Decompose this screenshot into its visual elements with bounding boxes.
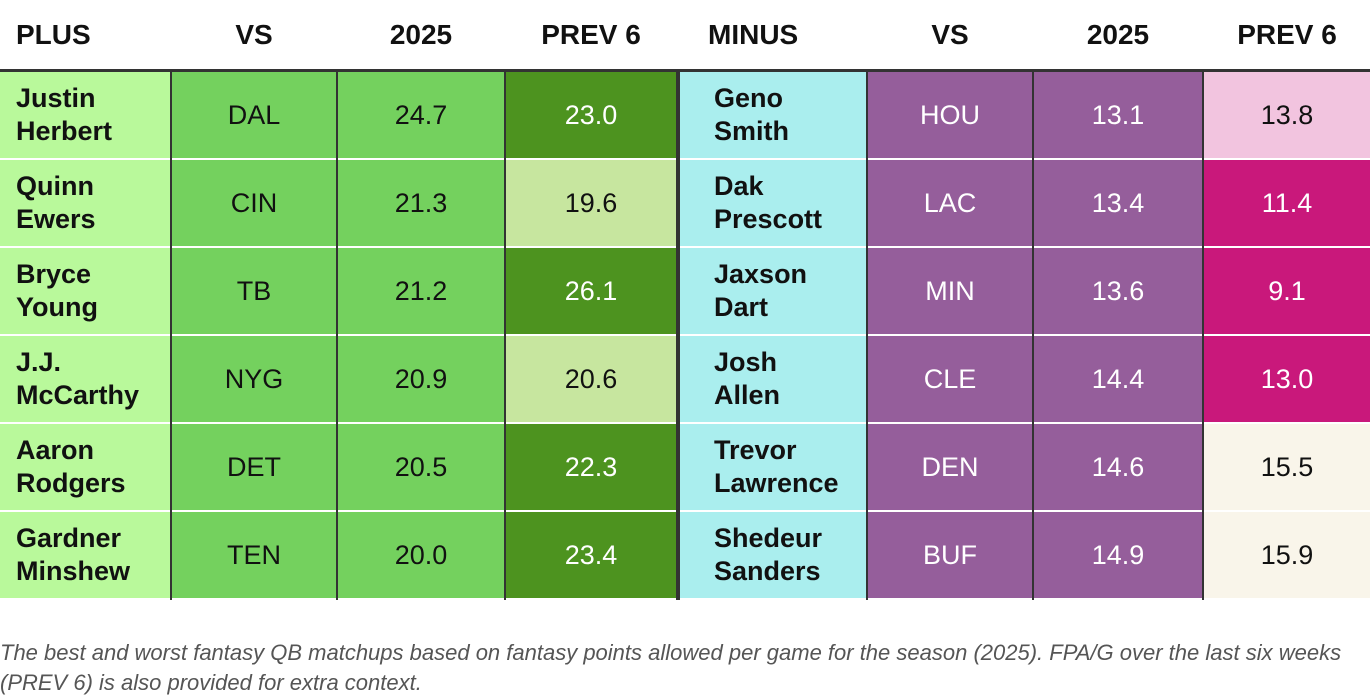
plus-2025-value: 20.0 — [338, 512, 504, 598]
plus-opponent: DET — [172, 424, 336, 510]
header-minus-vs: VS — [931, 19, 969, 50]
plus-prev6-value: 23.4 — [506, 512, 676, 598]
plus-opponent: TEN — [172, 512, 336, 598]
minus-player-name: Shedeur Sanders — [680, 512, 866, 598]
plus-2025-value: 20.9 — [338, 336, 504, 422]
minus-player-name: Dak Prescott — [680, 160, 866, 246]
plus-player-name: Quinn Ewers — [0, 160, 170, 246]
minus-2025-value: 13.1 — [1034, 72, 1202, 158]
minus-2025-value: 14.9 — [1034, 512, 1202, 598]
minus-2025-value: 13.4 — [1034, 160, 1202, 246]
minus-opponent: BUF — [868, 512, 1032, 598]
minus-2025-value: 13.6 — [1034, 248, 1202, 334]
header-plus-prev6: PREV 6 — [541, 19, 641, 50]
column-separator — [170, 72, 172, 600]
minus-opponent: LAC — [868, 160, 1032, 246]
minus-prev6-value: 13.8 — [1204, 72, 1370, 158]
minus-2025-value: 14.4 — [1034, 336, 1202, 422]
plus-opponent: NYG — [172, 336, 336, 422]
minus-2025-value: 14.6 — [1034, 424, 1202, 510]
column-separator — [866, 72, 868, 600]
minus-prev6-value: 15.5 — [1204, 424, 1370, 510]
header-divider — [0, 69, 1370, 72]
minus-prev6-value: 9.1 — [1204, 248, 1370, 334]
minus-player-name: Jaxson Dart — [680, 248, 866, 334]
minus-prev6-value: 13.0 — [1204, 336, 1370, 422]
plus-2025-value: 21.3 — [338, 160, 504, 246]
matchup-table: Justin Herbert DAL 24.7 23.0 Quinn Ewers CIN 21.… — [0, 72, 1370, 600]
plus-player-name: Aaron Rodgers — [0, 424, 170, 510]
plus-2025-value: 20.5 — [338, 424, 504, 510]
plus-opponent: CIN — [172, 160, 336, 246]
minus-player-name: Trevor Lawrence — [680, 424, 866, 510]
table-header: PLUS VS 2025 PREV 6 MINUS VS 2025 PREV 6 — [0, 0, 1370, 70]
header-minus: MINUS — [708, 19, 799, 50]
minus-opponent: DEN — [868, 424, 1032, 510]
header-plus-vs: VS — [235, 19, 273, 50]
column-separator — [504, 72, 506, 600]
plus-player-name: Justin Herbert — [0, 72, 170, 158]
column-separator — [1032, 72, 1034, 600]
column-separator — [1202, 72, 1204, 600]
plus-player-name: J.J. McCarthy — [0, 336, 170, 422]
minus-opponent: MIN — [868, 248, 1032, 334]
header-minus-prev6: PREV 6 — [1237, 19, 1337, 50]
minus-prev6-value: 11.4 — [1204, 160, 1370, 246]
plus-player-name: Bryce Young — [0, 248, 170, 334]
plus-prev6-value: 23.0 — [506, 72, 676, 158]
plus-prev6-value: 20.6 — [506, 336, 676, 422]
column-separator — [336, 72, 338, 600]
plus-2025-value: 24.7 — [338, 72, 504, 158]
plus-player-name: Gardner Minshew — [0, 512, 170, 598]
minus-player-name: Josh Allen — [680, 336, 866, 422]
plus-prev6-value: 19.6 — [506, 160, 676, 246]
plus-opponent: TB — [172, 248, 336, 334]
center-separator — [676, 72, 680, 600]
minus-prev6-value: 15.9 — [1204, 512, 1370, 598]
plus-opponent: DAL — [172, 72, 336, 158]
plus-2025-value: 21.2 — [338, 248, 504, 334]
table-caption: The best and worst fantasy QB matchups b… — [0, 640, 1342, 695]
minus-opponent: HOU — [868, 72, 1032, 158]
header-minus-2025: 2025 — [1086, 19, 1150, 50]
header-plus: PLUS — [16, 19, 91, 50]
plus-prev6-value: 26.1 — [506, 248, 676, 334]
header-plus-2025: 2025 — [389, 19, 453, 50]
plus-prev6-value: 22.3 — [506, 424, 676, 510]
minus-opponent: CLE — [868, 336, 1032, 422]
minus-player-name: Geno Smith — [680, 72, 866, 158]
